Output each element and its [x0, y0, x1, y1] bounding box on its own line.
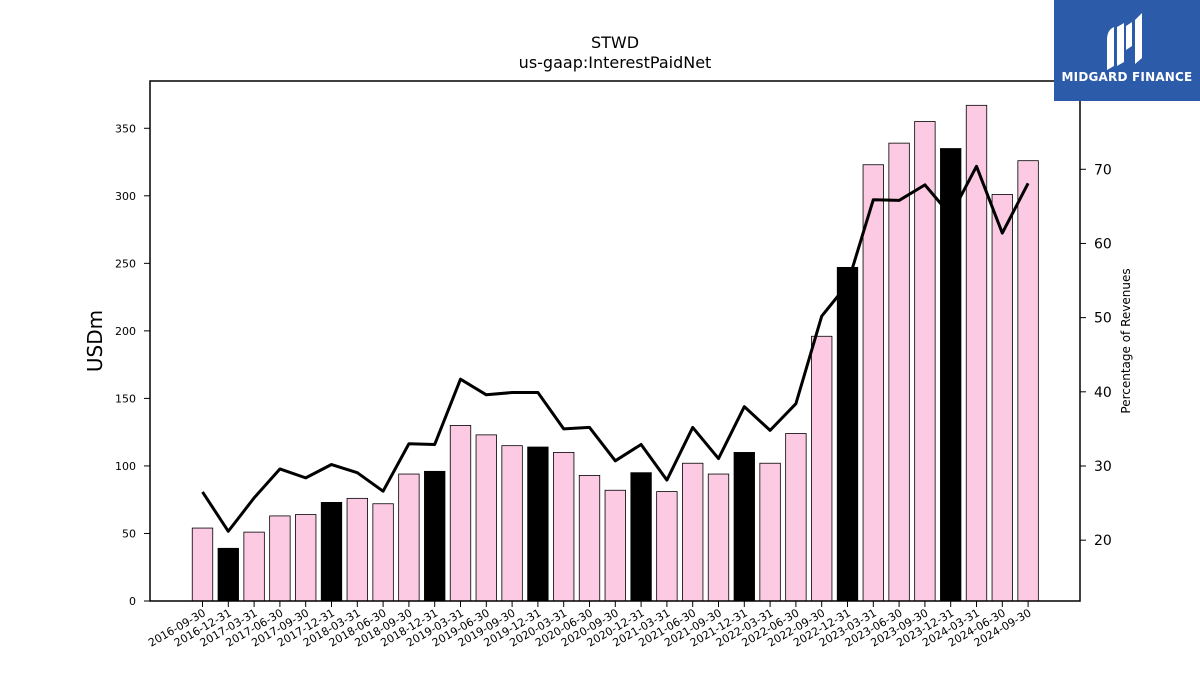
bar [785, 433, 807, 602]
y2-tick-label: 40 [1094, 385, 1112, 401]
bar [862, 164, 884, 602]
bar [1017, 160, 1039, 602]
y2-tick-label: 70 [1094, 162, 1112, 178]
bar [501, 445, 523, 602]
y-tick-label: 250 [115, 257, 136, 270]
bar [527, 446, 549, 602]
bar [630, 472, 652, 602]
y2-tick-label: 50 [1094, 311, 1112, 327]
y2-tick-label: 30 [1094, 459, 1112, 475]
bar [424, 470, 446, 602]
y-tick-label: 200 [115, 325, 136, 338]
y2-tick-label: 60 [1094, 236, 1112, 252]
bar [217, 547, 239, 602]
bar [604, 489, 626, 602]
bar [243, 531, 265, 602]
bar [707, 473, 730, 602]
y2-axis-label: Percentage of Revenues [1119, 268, 1133, 413]
bar [398, 473, 420, 602]
bar [295, 514, 317, 602]
bar [811, 335, 833, 602]
line-path [201, 164, 1030, 533]
right-axis: 20 30 40 50 60 70 [1080, 162, 1112, 549]
y-tick-label: 100 [115, 460, 136, 473]
chart-title: STWD [591, 33, 639, 52]
bar [836, 266, 859, 602]
bar [475, 434, 497, 602]
x-axis: 2016-09-302016-12-312017-03-312017-06-30… [146, 601, 1034, 650]
chart-subtitle: us-gaap:InterestPaidNet [519, 53, 712, 72]
bar [578, 474, 601, 602]
bar [191, 527, 214, 602]
bar [320, 501, 343, 602]
bar [346, 497, 368, 602]
y2-tick-label: 20 [1094, 533, 1112, 549]
bar [888, 142, 910, 602]
bar [449, 425, 472, 602]
bar [733, 452, 755, 602]
y-tick-label: 50 [122, 527, 136, 540]
y-tick-label: 300 [115, 190, 136, 203]
bar [759, 462, 781, 602]
left-axis: 0 50 100 150 200 250 300 350 [115, 122, 150, 608]
bar [682, 462, 704, 602]
y-tick-label: 350 [115, 122, 136, 135]
bar [372, 503, 394, 602]
y-axis-label: USDm [83, 310, 107, 372]
bar-group [191, 104, 1039, 602]
line-series [201, 164, 1030, 533]
logo-text: MIDGARD FINANCE [1061, 70, 1193, 84]
logo-mark-icon [1107, 13, 1142, 70]
bar [656, 491, 678, 602]
y-tick-label: 0 [129, 595, 136, 608]
midgard-finance-logo: MIDGARD FINANCE [1054, 0, 1200, 101]
bar [991, 194, 1013, 602]
bar [553, 452, 575, 602]
y-tick-label: 150 [115, 392, 136, 405]
bar [269, 515, 291, 602]
